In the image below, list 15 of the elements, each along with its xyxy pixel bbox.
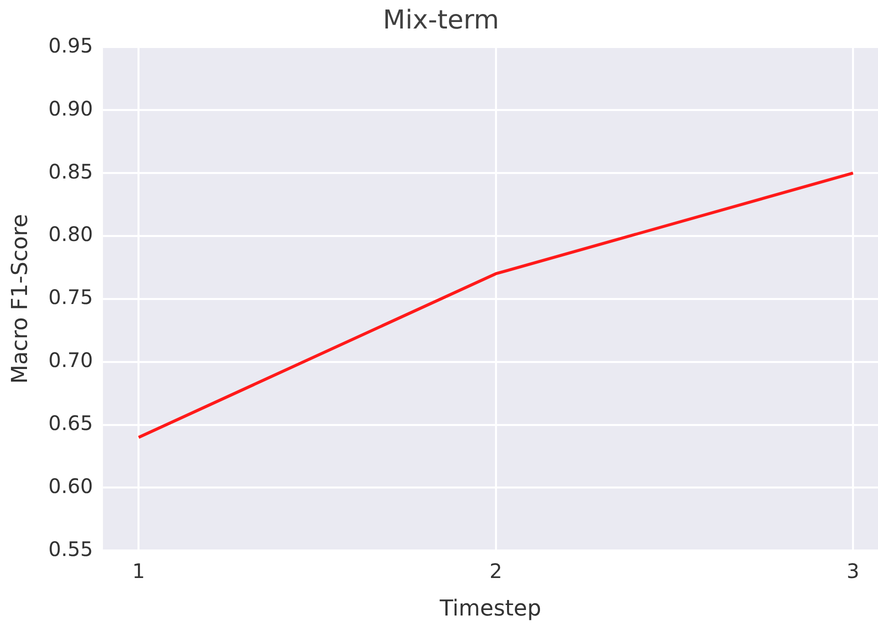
x-tick-label: 3 <box>846 558 860 583</box>
y-tick-label: 0.55 <box>48 536 93 561</box>
x-tick-label: 1 <box>132 558 146 583</box>
y-tick-label: 0.90 <box>48 96 93 120</box>
chart-title: Mix-term <box>382 5 500 36</box>
y-tick-label: 0.80 <box>48 222 93 246</box>
y-tick-label: 0.65 <box>48 410 93 435</box>
y-tick-label: 0.75 <box>48 285 93 310</box>
y-axis-title: Macro F1-Score <box>8 214 33 384</box>
y-tick-label: 0.85 <box>48 159 93 184</box>
x-axis-title: Timestep <box>438 596 542 622</box>
y-tick-label: 0.95 <box>48 33 93 58</box>
y-tick-label: 0.60 <box>48 474 93 498</box>
y-tick-label: 0.70 <box>48 348 93 372</box>
x-tick-label: 2 <box>489 558 502 583</box>
